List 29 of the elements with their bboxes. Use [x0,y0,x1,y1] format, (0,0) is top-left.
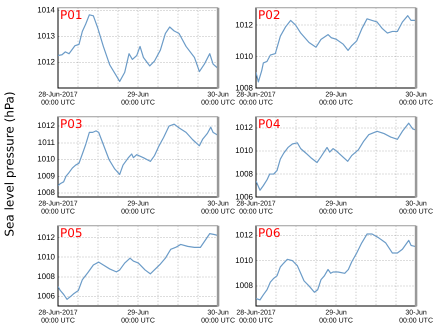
y-tick-label: 1006 [37,292,56,301]
y-tick-label: 1012 [37,232,56,242]
y-tick-label: 1008 [37,188,56,198]
y-axis-title: Sea level pressure (hPa) [3,90,17,236]
y-tick-label: 1010 [235,146,254,156]
y-tick-label: 1008 [37,272,56,281]
y-tick-label: 1012 [37,57,56,66]
chart-title: P02 [258,8,281,22]
y-tick-label: 1010 [37,252,56,262]
y-tick-label: 1010 [235,52,254,61]
y-tick-label: 1008 [235,83,254,92]
y-tick-label: 1014 [37,6,56,15]
y-tick-label: 1012 [235,122,254,132]
y-tick-label: 1008 [235,281,254,290]
chart-title: P03 [60,116,83,131]
y-tick-label: 1010 [235,256,254,265]
y-tick-label: 1008 [235,169,254,178]
y-tick-label: 1012 [235,230,254,240]
chart-title: P06 [258,226,281,240]
chart-title: P04 [258,116,281,131]
y-tick-label: 1012 [235,20,254,30]
y-tick-label: 1009 [37,171,56,180]
y-tick-label: 1013 [37,32,56,41]
chart-title: P05 [60,226,83,240]
y-tick-label: 1011 [38,138,56,147]
chart-title: P01 [60,8,83,22]
y-tick-label: 1010 [37,154,56,164]
y-tick-label: 1006 [235,192,254,202]
y-tick-label: 1012 [37,121,56,130]
